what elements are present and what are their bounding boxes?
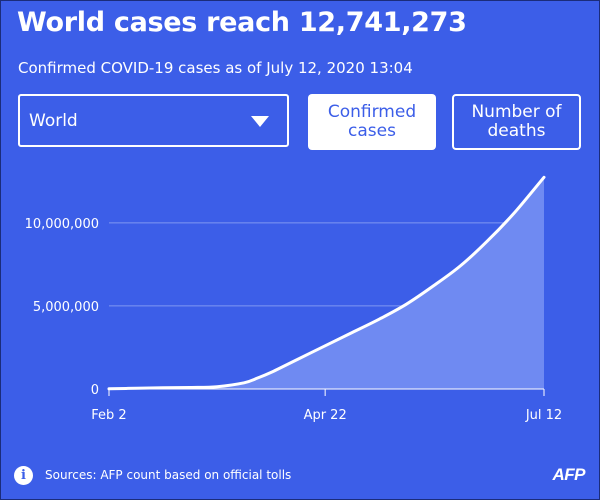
page-subtitle: Confirmed COVID-19 cases as of July 12, …	[18, 59, 413, 77]
y-tick-label-1: 5,000,000	[33, 300, 99, 315]
afp-logo: AFP	[552, 465, 586, 484]
y-tick-label-2: 10,000,000	[25, 217, 99, 232]
region-dropdown[interactable]: World	[18, 94, 289, 147]
x-tick-label-1: Apr 22	[304, 408, 347, 423]
deaths-label-line2: deaths	[487, 121, 546, 141]
confirmed-cases-label-line1: Confirmed	[327, 102, 417, 122]
region-dropdown-value: World	[29, 111, 78, 131]
series-area	[109, 177, 544, 389]
footer: i Sources: AFP count based on official t…	[14, 464, 291, 486]
x-tick-label-2: Jul 12	[525, 408, 562, 423]
sources-note: Sources: AFP count based on official tol…	[45, 468, 292, 482]
number-of-deaths-button[interactable]: Number of deaths	[452, 94, 581, 150]
series-line	[107, 175, 546, 391]
confirmed-cases-label-line2: cases	[348, 121, 396, 141]
page-title: World cases reach 12,741,273	[17, 7, 467, 38]
chevron-down-icon	[251, 116, 269, 127]
y-tick-label-0: 0	[91, 383, 99, 398]
confirmed-cases-button[interactable]: Confirmed cases	[308, 94, 436, 150]
info-icon[interactable]: i	[14, 465, 33, 485]
x-tick-label-0: Feb 2	[91, 408, 126, 423]
cases-area-chart: 0 5,000,000 10,000,000 Feb 2 Apr 22 Jul 12	[25, 175, 562, 423]
deaths-label-line1: Number of	[471, 102, 562, 122]
